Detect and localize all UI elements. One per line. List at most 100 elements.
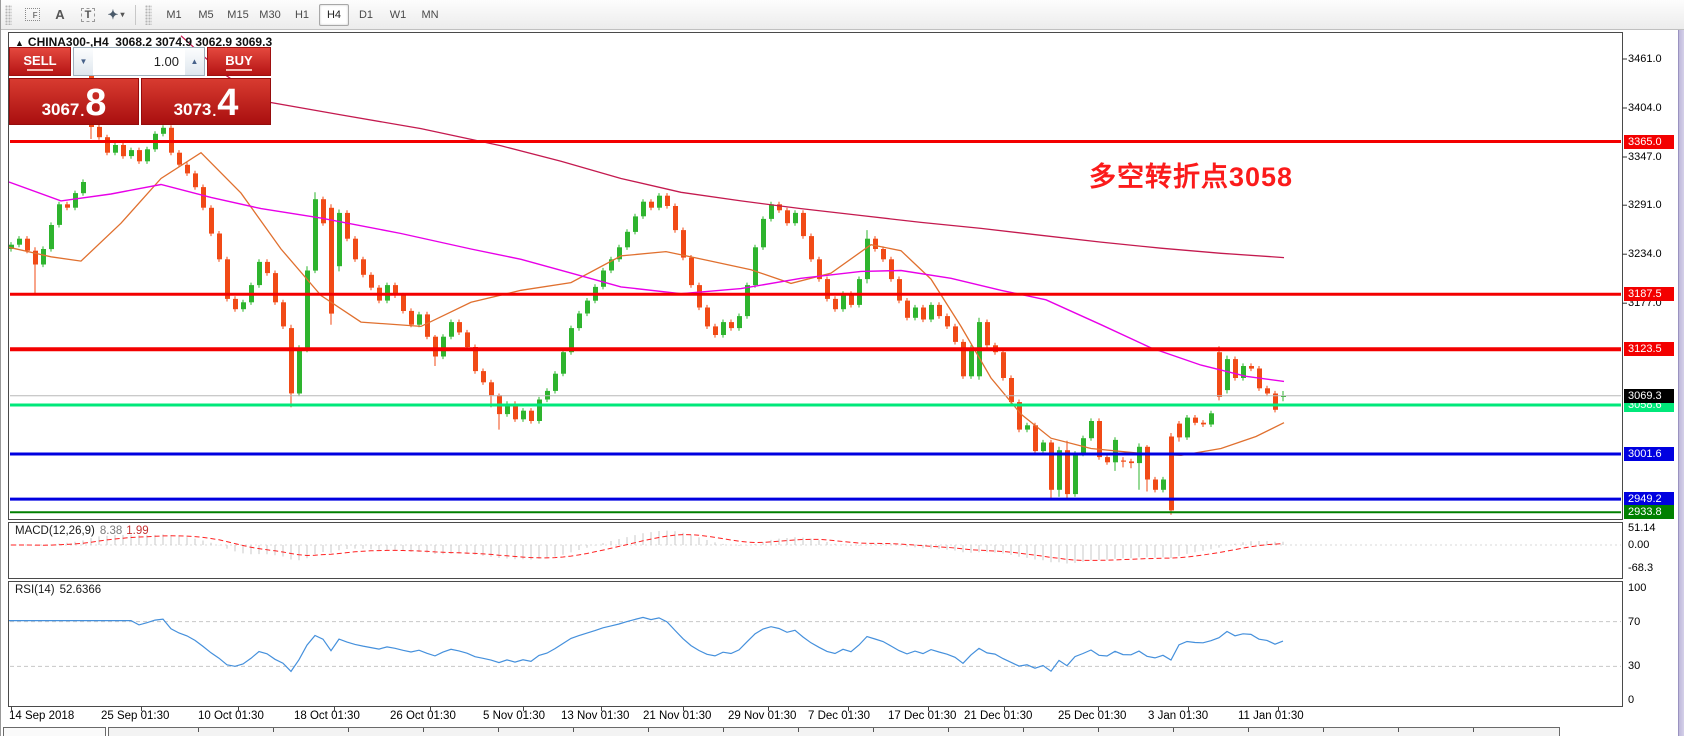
x-axis-tick-3 (334, 707, 335, 711)
bottom-docked-bar[interactable] (108, 727, 1560, 736)
x-axis-tick-9 (848, 707, 849, 711)
shapes-icon[interactable]: ✦ ▾ (107, 6, 125, 22)
rsi-label: RSI(14) 52.6366 (15, 584, 102, 596)
tf-button-m1[interactable]: M1 (166, 8, 182, 21)
x-axis-label-13: 3 Jan 01:30 (1148, 710, 1209, 722)
rsi-scale-100: 100 (1628, 582, 1647, 594)
toolbar-grip-2[interactable] (145, 4, 152, 25)
tf-button-m30[interactable]: M30 (259, 8, 281, 21)
volume-decrease-button[interactable]: ▼ (74, 48, 93, 75)
tf-button-h1[interactable]: H1 (294, 8, 310, 21)
bottom-bar-tick (498, 728, 499, 732)
x-axis-tick-4 (430, 707, 431, 711)
bottom-docked-tab[interactable] (3, 727, 106, 736)
price-level-label-3187.5: 3187.5 (1624, 287, 1674, 301)
rsi-panel[interactable] (8, 581, 1623, 707)
price-level-label-3123.5: 3123.5 (1624, 342, 1674, 356)
macd-scale--68.3: -68.3 (1628, 562, 1654, 574)
bottom-bar-tick (1473, 728, 1474, 732)
chart-text-annotation: 多空转折点3058 (1089, 162, 1294, 192)
bottom-bar-tick (723, 728, 724, 732)
macd-scale-51.14: 51.14 (1628, 522, 1656, 534)
tf-button-h4[interactable]: H4 (319, 3, 349, 26)
current-price-label: 3069.3 (1624, 389, 1674, 403)
x-axis-label-0: 14 Sep 2018 (9, 710, 75, 722)
macd-scale-0.00: 0.00 (1628, 539, 1650, 551)
chart-symbol: CHINA300-,H4 (27, 35, 109, 49)
bottom-bar-tick (1098, 728, 1099, 732)
x-axis-tick-13 (1188, 707, 1189, 711)
buy-button[interactable]: BUY (207, 47, 271, 76)
bottom-bar-tick (198, 728, 199, 732)
volume-spinner: ▼ 1.00 ▲ (73, 47, 205, 76)
macd-signal-value: 1.99 (126, 525, 149, 537)
ask-price[interactable]: 3073. 4 (141, 78, 271, 125)
bottom-bar-tick (948, 728, 949, 732)
x-axis-label-12: 25 Dec 01:30 (1058, 710, 1127, 722)
x-axis-tick-8 (768, 707, 769, 711)
tf-button-m15[interactable]: M15 (227, 8, 249, 21)
x-axis-tick-1 (141, 707, 142, 711)
bottom-bar-tick (798, 728, 799, 732)
rsi-scale-0: 0 (1628, 694, 1635, 706)
x-axis-label-7: 21 Nov 01:30 (643, 710, 712, 722)
tf-button-mn[interactable]: MN (421, 8, 439, 21)
x-axis-label-6: 13 Nov 01:30 (561, 710, 630, 722)
y-axis-tick-3234.0: 3234.0 (1628, 248, 1662, 260)
volume-input[interactable]: 1.00 (153, 54, 179, 69)
x-axis-tick-5 (523, 707, 524, 711)
x-axis-tick-14 (1278, 707, 1279, 711)
bid-price[interactable]: 3067. 8 (9, 78, 139, 125)
tf-button-w1[interactable]: W1 (389, 8, 407, 21)
sell-button[interactable]: SELL (9, 47, 71, 76)
x-axis-tick-7 (683, 707, 684, 711)
x-axis-label-14: 11 Jan 01:30 (1238, 710, 1304, 722)
rsi-value: 52.6366 (59, 584, 102, 596)
x-axis-label-9: 7 Dec 01:30 (808, 710, 871, 722)
volume-increase-button[interactable]: ▲ (185, 48, 204, 75)
window-edge-scroll-strip[interactable] (1678, 30, 1684, 736)
font-icon[interactable]: A (55, 7, 65, 22)
bottom-bar-tick (1398, 728, 1399, 732)
y-axis-tick-3461.0: 3461.0 (1628, 53, 1662, 65)
x-axis-label-8: 29 Nov 01:30 (728, 710, 797, 722)
x-axis-label-10: 17 Dec 01:30 (888, 710, 957, 722)
toolbar: F A T ✦ ▾ M1 M5 M15 M30 H1 H4 D1 W1 MN (1, 0, 1684, 30)
rsi-scale-30: 30 (1628, 660, 1641, 672)
bottom-bar-tick (1173, 728, 1174, 732)
x-axis-label-5: 5 Nov 01:30 (483, 710, 546, 722)
y-axis-tick-3347.0: 3347.0 (1628, 151, 1662, 163)
x-axis-label-3: 18 Oct 01:30 (294, 710, 360, 722)
macd-panel[interactable] (8, 522, 1623, 579)
price-level-label-3001.6: 3001.6 (1624, 447, 1674, 461)
tf-button-d1[interactable]: D1 (358, 8, 374, 21)
toolbar-separator (135, 4, 136, 25)
symbol-arrow-icon: ▲ (15, 38, 24, 48)
template-grid-icon[interactable]: F (20, 4, 44, 26)
macd-value: 8.38 (99, 525, 123, 537)
bottom-bar-tick (348, 728, 349, 732)
bottom-bar-tick (423, 728, 424, 732)
x-axis-label-4: 26 Oct 01:30 (390, 710, 456, 722)
x-axis-tick-11 (1004, 707, 1005, 711)
x-axis-tick-12 (1098, 707, 1099, 711)
x-axis-tick-0 (11, 707, 12, 711)
tf-button-m5[interactable]: M5 (198, 8, 214, 21)
toolbar-grip[interactable] (5, 4, 12, 25)
price-level-label-3365.0: 3365.0 (1624, 135, 1674, 149)
bottom-bar-tick (873, 728, 874, 732)
bottom-bar-tick (648, 728, 649, 732)
timeframe-buttons: M1 M5 M15 M30 H1 H4 D1 W1 MN (158, 3, 446, 26)
y-axis-tick-3291.0: 3291.0 (1628, 199, 1662, 211)
x-axis-label-2: 10 Oct 01:30 (198, 710, 264, 722)
x-axis-tick-10 (928, 707, 929, 711)
x-axis-label-11: 21 Dec 01:30 (964, 710, 1033, 722)
macd-label: MACD(12,26,9) 8.38 1.99 (15, 525, 149, 537)
bottom-bar-tick (573, 728, 574, 732)
x-axis-tick-2 (238, 707, 239, 711)
text-tool-icon[interactable]: T (76, 4, 100, 26)
one-click-trading-panel: SELL ▼ 1.00 ▲ BUY 3067. 8 3073. 4 (9, 47, 271, 125)
x-axis-tick-6 (601, 707, 602, 711)
bottom-bar-tick (1323, 728, 1324, 732)
